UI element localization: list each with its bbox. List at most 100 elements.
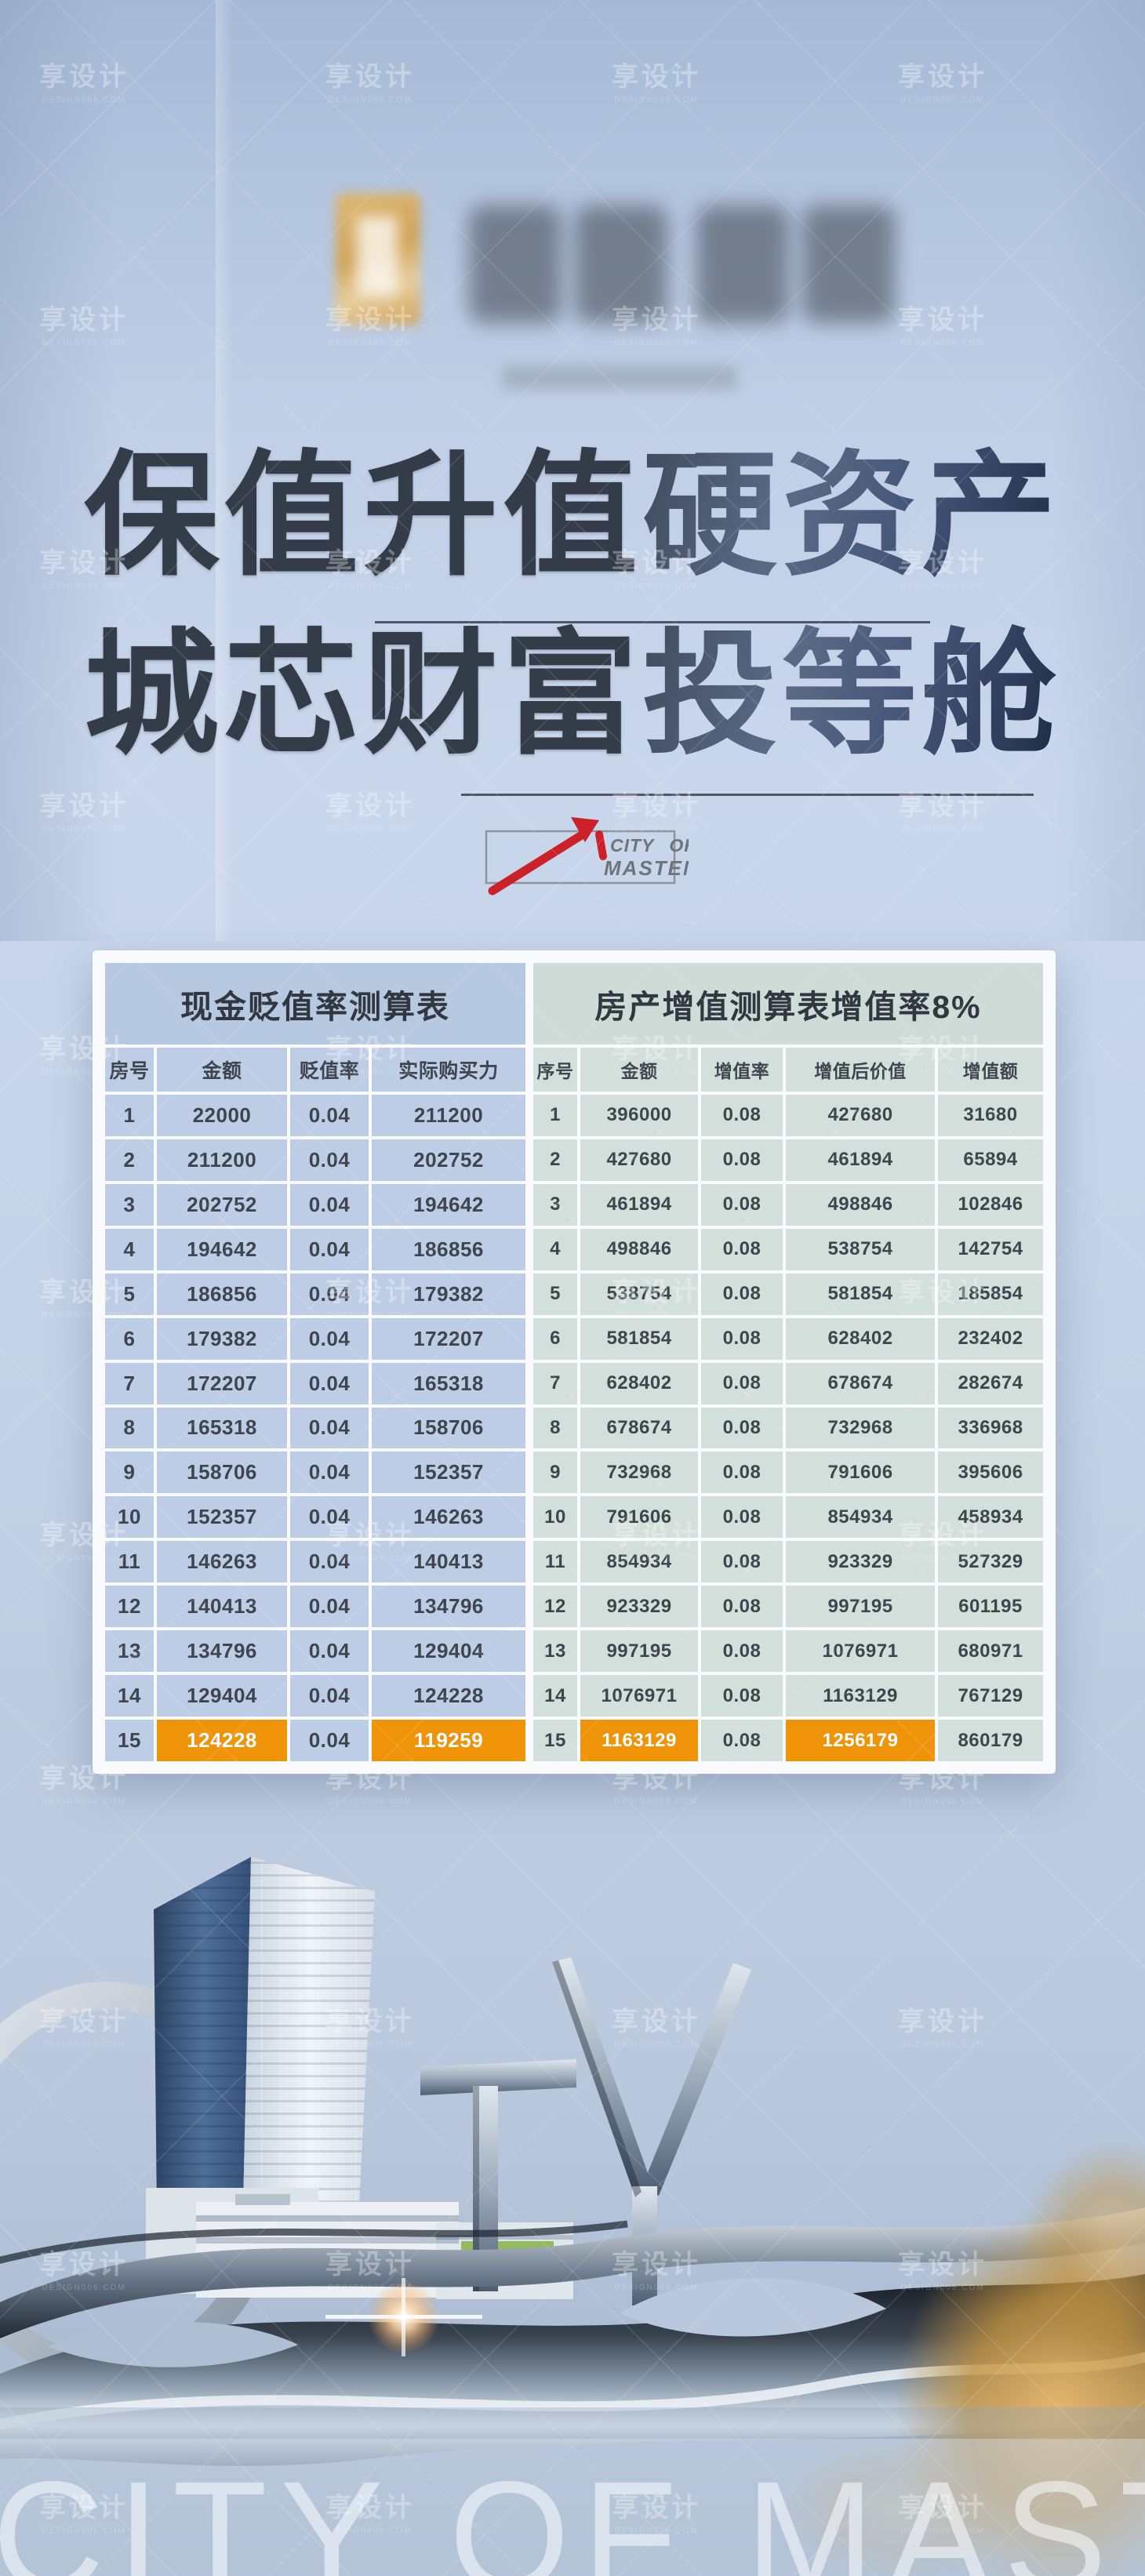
table-cell: 0.08 [701, 1675, 783, 1717]
watermark-subtext: DESIGN006.COM [900, 96, 985, 104]
badge-text-line1: CITY OF [610, 835, 689, 856]
table-cell: 12 [105, 1586, 154, 1628]
blurred-logo-character [696, 205, 789, 323]
table-header-cell: 实际购买力 [372, 1048, 525, 1092]
table-cell: 146263 [372, 1496, 525, 1539]
table-cell: 461894 [580, 1183, 698, 1226]
table-cell: 194642 [157, 1228, 287, 1270]
headline-line2: 城芯财富投等舱 [0, 627, 1145, 762]
table-cell: 678674 [580, 1407, 698, 1449]
table-cell: 119259 [372, 1720, 525, 1761]
table-cell: 791606 [580, 1496, 698, 1539]
table-cell: 336968 [938, 1407, 1043, 1449]
table-cell: 997195 [786, 1586, 935, 1628]
table-cell: 186856 [372, 1228, 525, 1270]
table-cell: 165318 [157, 1407, 287, 1449]
horizon-haze [0, 2439, 1145, 2576]
table-cell: 678674 [786, 1362, 935, 1404]
table-cell: 202752 [372, 1139, 525, 1181]
table-cell: 9 [105, 1451, 154, 1494]
table-cell: 179382 [157, 1317, 287, 1360]
table-cell: 0.04 [290, 1183, 369, 1226]
table-cell: 7 [533, 1362, 577, 1404]
watermark: 享设计 DESIGN006.COM [304, 784, 437, 834]
watermark-subtext: DESIGN006.COM [614, 96, 699, 104]
lens-flare [325, 2278, 482, 2356]
table-cell: 396000 [580, 1095, 698, 1136]
table-cell: 0.08 [701, 1720, 783, 1761]
table-cell: 0.04 [290, 1496, 369, 1539]
left-table-title: 现金贬值率测算表 [105, 963, 525, 1045]
table-cell: 0.08 [701, 1228, 783, 1270]
city-of-masten-badge: CITY OF MASTEN [485, 817, 689, 896]
table-cell: 4 [533, 1228, 577, 1270]
table-cell: 0.08 [701, 1139, 783, 1181]
watermark: 享设计 DESIGN006.COM [876, 298, 1009, 347]
table-cell: 0.04 [290, 1541, 369, 1583]
watermark-text: 享设计 [898, 305, 987, 335]
red-tick-icon [595, 830, 607, 860]
table-cell: 791606 [786, 1451, 935, 1494]
horizon-band [0, 2407, 1145, 2439]
table-cell: 1076971 [580, 1675, 698, 1717]
table-cell: 0.04 [290, 1362, 369, 1404]
table-cell: 1163129 [786, 1675, 935, 1717]
table-cell: 140413 [157, 1586, 287, 1628]
right-table-title: 房产增值测算表增值率8% [533, 963, 1043, 1045]
table-cell: 179382 [372, 1273, 525, 1315]
blurred-logo-subtitle [502, 365, 737, 389]
table-cell: 1 [533, 1095, 577, 1136]
table-header-cell: 增值额 [938, 1048, 1043, 1092]
table-cell: 427680 [580, 1139, 698, 1181]
watermark-text: 享设计 [39, 791, 129, 821]
building-illustration [0, 1764, 1145, 2576]
table-cell: 0.08 [701, 1586, 783, 1628]
table-cell: 232402 [938, 1317, 1043, 1360]
table-cell: 8 [533, 1407, 577, 1449]
table-cell: 732968 [786, 1407, 935, 1449]
watermark: 享设计 DESIGN006.COM [17, 298, 151, 347]
table-cell: 124228 [157, 1720, 287, 1761]
table-cell: 0.04 [290, 1095, 369, 1136]
table-cell: 0.04 [290, 1139, 369, 1181]
table-cell: 0.08 [701, 1317, 783, 1360]
table-cell: 854934 [786, 1496, 935, 1539]
glass-tower [154, 1857, 375, 2214]
table-cell: 15 [533, 1720, 577, 1761]
headline-line1-strong: 保值升值 [84, 441, 642, 591]
table-cell: 0.08 [701, 1630, 783, 1673]
headline-line2-strong: 城芯财富 [84, 619, 642, 770]
table-cell: 194642 [372, 1183, 525, 1226]
table-cell: 0.04 [290, 1273, 369, 1315]
table-cell: 211200 [372, 1095, 525, 1136]
table-cell: 8 [105, 1407, 154, 1449]
table-cell: 538754 [786, 1228, 935, 1270]
table-cell: 2 [105, 1139, 154, 1181]
table-cell: 142754 [938, 1228, 1043, 1270]
table-cell: 427680 [786, 1095, 935, 1136]
table-cell: 172207 [372, 1317, 525, 1360]
table-cell: 498846 [580, 1228, 698, 1270]
table-cell: 0.04 [290, 1586, 369, 1628]
watermark: 享设计 DESIGN006.COM [590, 55, 723, 104]
table-header-cell: 金额 [580, 1048, 698, 1092]
watermark: 享设计 DESIGN006.COM [17, 55, 151, 104]
table-cell: 0.08 [701, 1407, 783, 1449]
watermark: 享设计 DESIGN006.COM [304, 55, 437, 104]
table-cell: 102846 [938, 1183, 1043, 1226]
table-cell: 124228 [372, 1675, 525, 1717]
table-cell: 2 [533, 1139, 577, 1181]
watermark-subtext: DESIGN006.COM [328, 96, 413, 104]
headline-line1: 保值升值硬资产 [0, 449, 1145, 583]
red-arrow-icon [488, 831, 585, 896]
watermark-subtext: DESIGN006.COM [42, 96, 126, 104]
table-cell: 14 [105, 1675, 154, 1717]
table-cell: 923329 [786, 1541, 935, 1583]
table-cell: 860179 [938, 1720, 1043, 1761]
table-cell: 1 [105, 1095, 154, 1136]
table-cell: 12 [533, 1586, 577, 1628]
blurred-logo-character [469, 205, 562, 323]
table-cell: 146263 [157, 1541, 287, 1583]
blurred-logo-character [802, 205, 895, 323]
watermark-text: 享设计 [898, 791, 987, 821]
